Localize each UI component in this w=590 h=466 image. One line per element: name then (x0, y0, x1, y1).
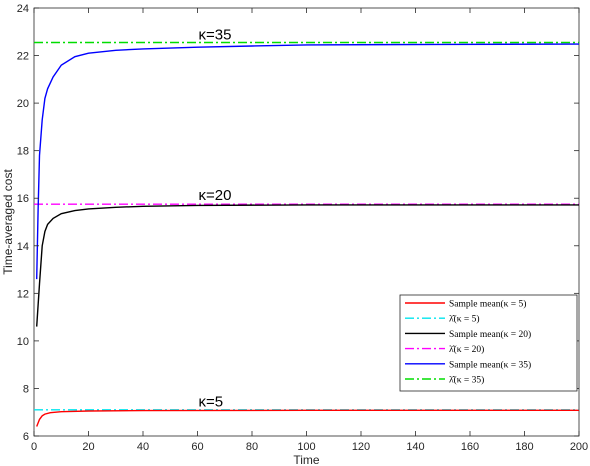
x-tick-label: 40 (137, 441, 149, 453)
legend-label-3: λ̂(κ = 20) (449, 344, 484, 355)
x-tick-label: 180 (515, 441, 533, 453)
y-tick-label: 18 (17, 146, 29, 158)
ticks-layer: 0 20 40 60 80 100 120 140 160 180 200 6 8 10 12 14 16 18 2… (17, 3, 588, 453)
legend-label-1: λ̂(κ = 5) (449, 314, 480, 325)
series-layer (34, 41, 580, 427)
legend: Sample mean(κ = 5) λ̂(κ = 5) Sample mean(κ… (399, 294, 578, 392)
y-tick-label: 6 (23, 431, 29, 443)
series-line-4 (36, 43, 580, 280)
y-tick-label: 24 (17, 3, 29, 15)
y-tick-label: 14 (17, 241, 29, 253)
legend-label-4: Sample mean(κ = 35) (449, 359, 531, 370)
x-tick-label: 20 (82, 441, 94, 453)
legend-label-2: Sample mean(κ = 20) (449, 329, 531, 340)
y-axis-label: Time-averaged cost (1, 169, 15, 275)
y-tick-label: 8 (23, 383, 29, 395)
x-tick-label: 0 (31, 441, 37, 453)
legend-label-5: λ̂(κ = 35) (449, 375, 484, 386)
y-tick-label: 16 (17, 193, 29, 205)
x-tick-label: 120 (352, 441, 370, 453)
series-line-0 (36, 409, 579, 427)
y-tick-label: 12 (17, 288, 29, 300)
x-tick-label: 140 (406, 441, 424, 453)
x-tick-label: 160 (461, 441, 479, 453)
x-tick-label: 60 (191, 441, 203, 453)
annotation-kappa-20: κ=20 (199, 187, 232, 204)
x-axis-label: Time (293, 453, 320, 466)
annotation-kappa-5: κ=5 (199, 393, 224, 410)
legend-label-0: Sample mean(κ = 5) (449, 299, 526, 310)
x-tick-label: 80 (246, 441, 258, 453)
y-tick-label: 20 (17, 98, 29, 110)
legend-items: Sample mean(κ = 5) λ̂(κ = 5) Sample mean(κ… (405, 299, 531, 386)
x-tick-label: 200 (570, 441, 588, 453)
series-line-2 (36, 204, 579, 327)
y-tick-label: 22 (17, 51, 29, 63)
legend-box (399, 294, 578, 392)
y-tick-label: 10 (17, 336, 29, 348)
x-tick-label: 100 (297, 441, 315, 453)
annotation-kappa-35: κ=35 (199, 26, 232, 43)
